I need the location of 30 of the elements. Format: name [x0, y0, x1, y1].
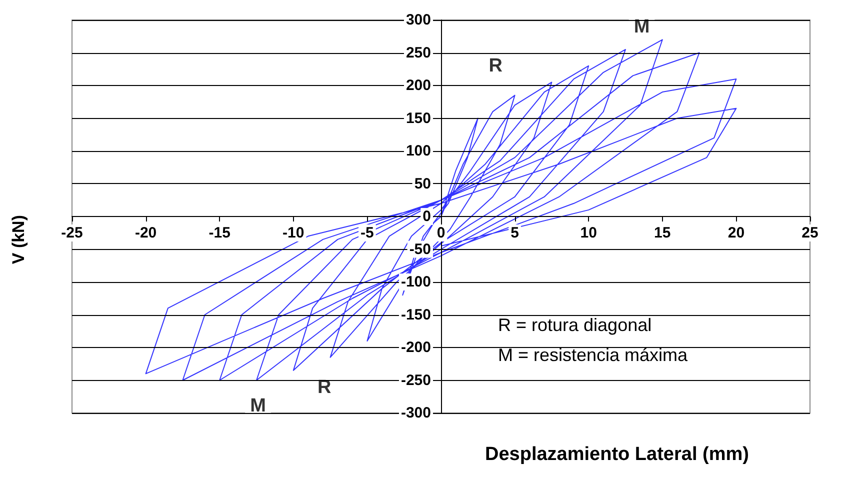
x-tick-label: -15	[208, 224, 230, 242]
y-tick-label: 0	[422, 208, 431, 225]
y-tick-label: 200	[406, 77, 431, 94]
y-tick-label: -300	[400, 404, 431, 422]
x-tick-label: 15	[654, 224, 671, 242]
y-tick-label: -50	[409, 240, 431, 258]
y-tick-label: 300	[406, 12, 431, 28]
x-tick-label: -10	[282, 224, 304, 242]
y-tick-label: -150	[400, 306, 431, 324]
y-axis-title: V (kN)	[9, 214, 28, 264]
y-tick-label: 100	[406, 142, 431, 160]
x-tick-label: -20	[134, 224, 157, 242]
annotation: R	[488, 55, 503, 76]
annotation: M = resistencia máxima	[498, 345, 689, 365]
x-tick-label: 0	[436, 224, 446, 242]
y-tick-label: 50	[414, 175, 431, 192]
y-tick-label: 150	[406, 110, 431, 127]
x-tick-label: -5	[360, 224, 374, 242]
annotation: M	[250, 395, 266, 416]
x-tick-label: 10	[580, 224, 597, 242]
y-tick-label: -200	[400, 339, 431, 356]
x-tick-label: -25	[61, 224, 83, 242]
x-axis-title: Desplazamiento Lateral (mm)	[485, 444, 749, 465]
y-tick-label: -250	[400, 372, 431, 389]
y-tick-label: 250	[406, 44, 431, 62]
x-tick-label: 25	[802, 224, 818, 242]
x-tick-label: 5	[510, 224, 519, 242]
y-tick-label: -100	[400, 274, 431, 290]
annotation: R = rotura diagonal	[498, 315, 652, 335]
x-tick-label: 20	[728, 224, 745, 242]
